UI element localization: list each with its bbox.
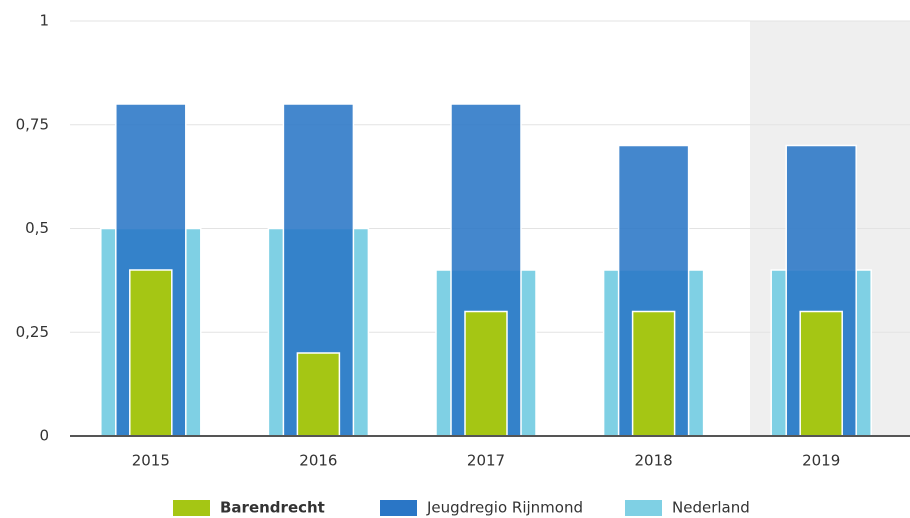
bar [464, 310, 508, 437]
legend-swatch [380, 500, 417, 516]
bar [296, 352, 341, 437]
x-tick-label: 2017 [467, 452, 505, 470]
y-tick-label: 0,75 [16, 115, 49, 133]
legend-label: Barendrecht [220, 499, 325, 517]
bar [129, 269, 173, 437]
bar [785, 144, 857, 437]
x-tick-label: 2018 [635, 452, 673, 470]
y-tick-label: 0 [39, 427, 49, 445]
y-tick-label: 0,25 [16, 323, 49, 341]
x-tick-label: 2016 [299, 452, 337, 470]
legend-label: Nederland [672, 499, 750, 517]
legend-label: Jeugdregio Rijnmond [426, 499, 583, 517]
x-tick-label: 2019 [802, 452, 840, 470]
legend-swatch [625, 500, 662, 516]
y-tick-label: 0,5 [25, 219, 49, 237]
legend-swatch [173, 500, 210, 516]
y-tick-label: 1 [39, 12, 49, 30]
bar [631, 310, 676, 437]
bar [799, 310, 843, 437]
x-tick-label: 2015 [132, 452, 170, 470]
